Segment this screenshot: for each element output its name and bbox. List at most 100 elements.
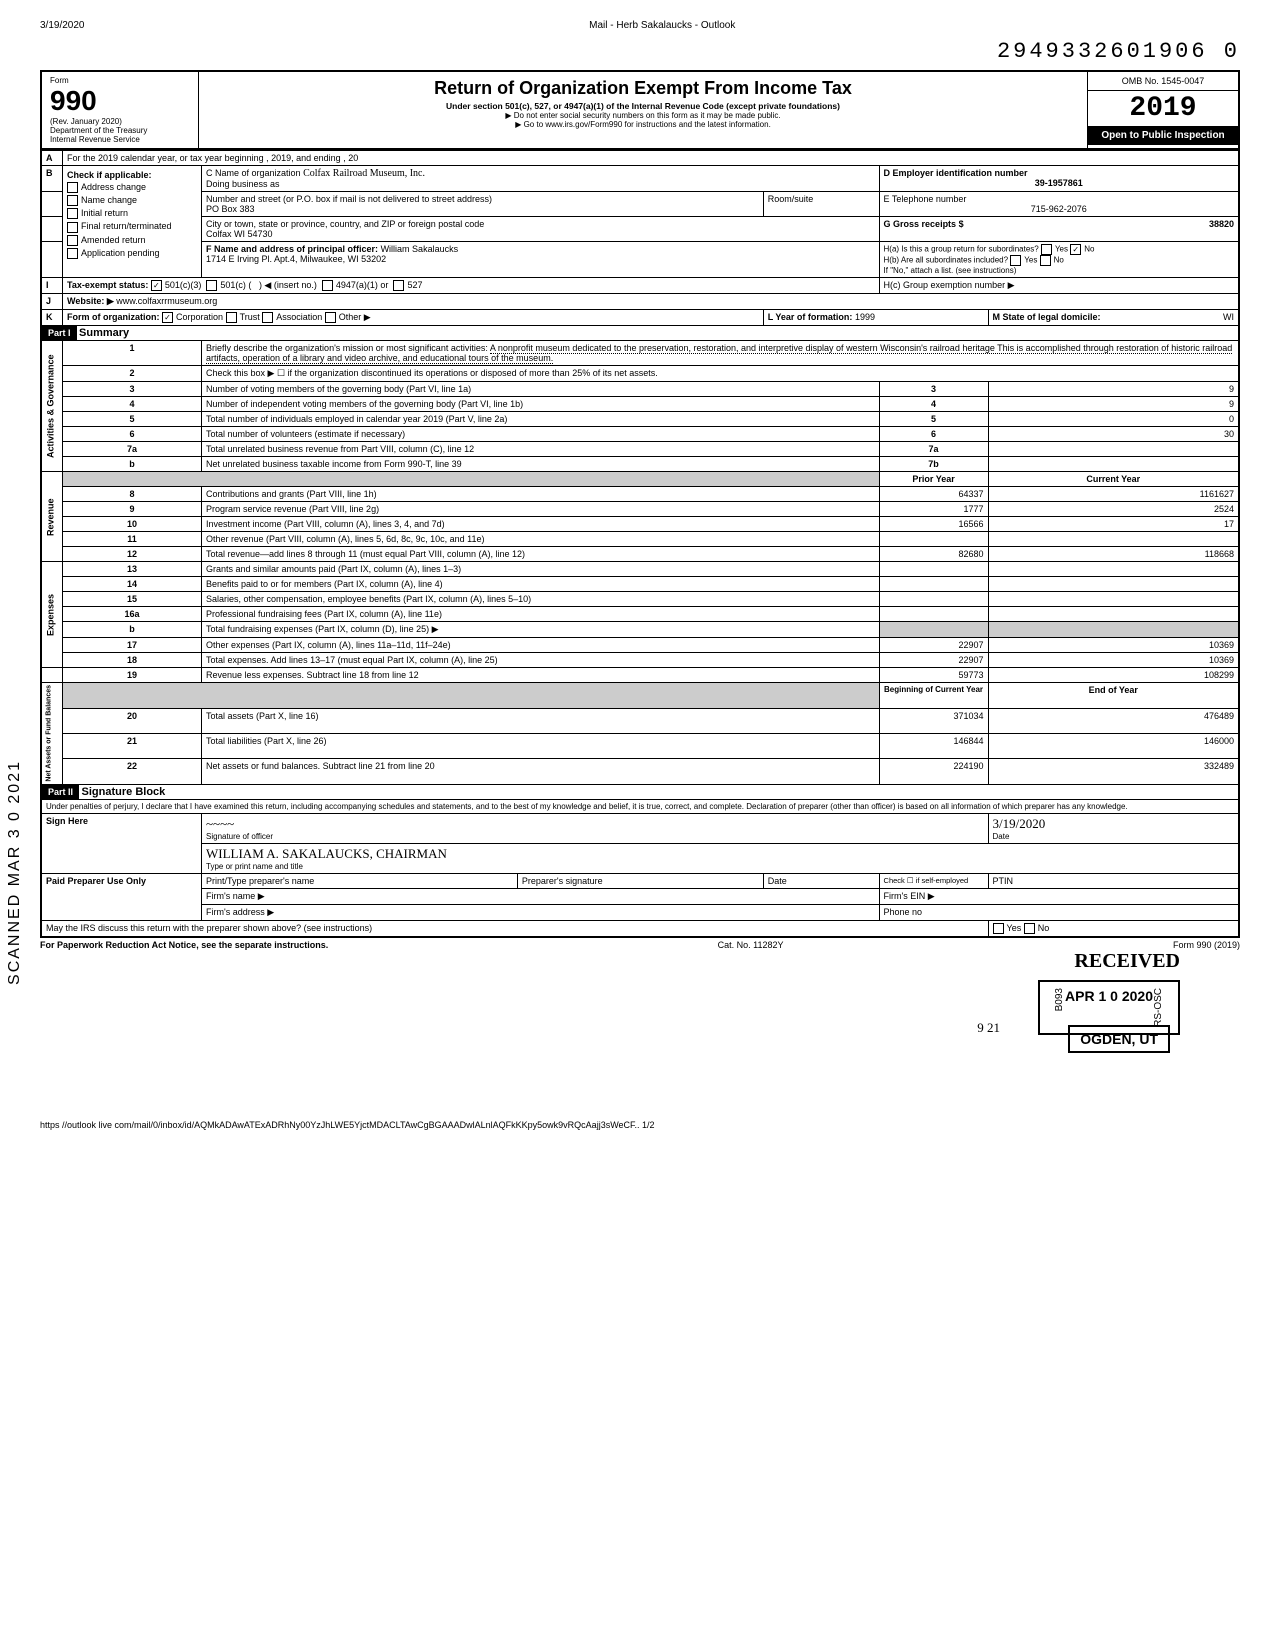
ha-yes-cb[interactable] <box>1041 244 1052 255</box>
cb-amended[interactable]: Amended return <box>67 235 197 246</box>
g-label: G Gross receipts $ <box>884 219 964 229</box>
exp-17-label: Other expenses (Part IX, column (A), lin… <box>202 638 880 653</box>
state-domicile: WI <box>1223 312 1234 322</box>
gross-receipts: 38820 <box>1209 219 1234 229</box>
received-stamp: RECEIVED <box>1074 950 1180 973</box>
received-date: APR 1 0 2020 <box>1065 988 1153 1004</box>
form-revision: (Rev. January 2020) <box>50 117 190 126</box>
exp-19-label: Revenue less expenses. Subtract line 18 … <box>202 668 880 683</box>
gov-5-label: Total number of individuals employed in … <box>202 412 880 427</box>
cb-assoc[interactable] <box>262 312 273 323</box>
scanned-stamp: SCANNED MAR 3 0 2021 <box>6 760 24 985</box>
cb-app-pending[interactable]: Application pending <box>67 248 197 259</box>
gov-4-val: 9 <box>988 397 1239 412</box>
cb-trust[interactable] <box>226 312 237 323</box>
part2-tag: Part II <box>42 785 79 799</box>
mission-label: Briefly describe the organization's miss… <box>206 343 488 353</box>
d-label: D Employer identification number <box>884 168 1028 178</box>
form-header: Form 990 (Rev. January 2020) Department … <box>40 70 1240 150</box>
rev-10-label: Investment income (Part VIII, column (A)… <box>202 517 880 532</box>
line2-text: Check this box ▶ ☐ if the organization d… <box>202 366 1240 382</box>
gov-7a-label: Total unrelated business revenue from Pa… <box>202 442 880 457</box>
firm-ein-label: Firm's EIN ▶ <box>879 888 1239 904</box>
preparer-sig-label: Preparer's signature <box>517 873 763 888</box>
exp-16a-label: Professional fundraising fees (Part IX, … <box>202 607 880 622</box>
cb-address-change[interactable]: Address change <box>67 182 197 193</box>
phone-value: 715-962-2076 <box>884 204 1234 214</box>
rsosc-stamp: RS-OSC <box>1153 988 1164 1027</box>
room-label: Room/suite <box>763 192 879 217</box>
sig-label: Signature of officer <box>206 832 984 841</box>
open-inspection: Open to Public Inspection <box>1088 126 1238 145</box>
exp-17-cur: 10369 <box>988 638 1239 653</box>
current-year-hdr: Current Year <box>988 472 1239 487</box>
gov-4-label: Number of independent voting members of … <box>202 397 880 412</box>
sign-here-label: Sign Here <box>41 813 202 873</box>
form-number: 990 <box>50 85 190 117</box>
gov-3-label: Number of voting members of the governin… <box>202 382 880 397</box>
rev-8-cur: 1161627 <box>988 487 1239 502</box>
cb-name-change[interactable]: Name change <box>67 195 197 206</box>
exp-17-prior: 22907 <box>879 638 988 653</box>
firm-name-label: Firm's name ▶ <box>202 888 880 904</box>
officer-name: William Sakalaucks <box>381 244 459 254</box>
hb-note: If "No," attach a list. (see instruction… <box>884 266 1017 275</box>
rev-9-label: Program service revenue (Part VIII, line… <box>202 502 880 517</box>
org-name: Colfax Railroad Museum, Inc. <box>303 168 425 179</box>
rev-10-cur: 17 <box>988 517 1239 532</box>
side-expenses: Expenses <box>41 562 63 668</box>
self-employed-label: Check ☐ if self-employed <box>879 873 988 888</box>
city-value: Colfax WI 54730 <box>206 229 273 239</box>
rev-11-cur <box>988 532 1239 547</box>
firm-phone-label: Phone no <box>879 904 1239 920</box>
cb-final-return[interactable]: Final return/terminated <box>67 221 197 232</box>
side-revenue: Revenue <box>41 472 63 562</box>
discuss-no-cb[interactable] <box>1024 923 1035 934</box>
cat-no: Cat. No. 11282Y <box>718 940 784 950</box>
gov-7b-val <box>988 457 1239 472</box>
gov-5-val: 0 <box>988 412 1239 427</box>
dba-label: Doing business as <box>206 179 280 189</box>
ogden-stamp: OGDEN, UT <box>1068 1025 1170 1053</box>
exp-15-label: Salaries, other compensation, employee b… <box>202 592 880 607</box>
cb-other[interactable] <box>325 312 336 323</box>
net-21-label: Total liabilities (Part X, line 26) <box>202 734 880 759</box>
cb-4947[interactable] <box>322 280 333 291</box>
irs-label: Internal Revenue Service <box>50 135 190 144</box>
net-22-prior: 224190 <box>879 759 988 784</box>
ha-label: H(a) Is this a group return for subordin… <box>884 245 1039 254</box>
city-label: City or town, state or province, country… <box>206 219 484 229</box>
k-label: Form of organization: <box>67 312 160 322</box>
l-label: L Year of formation: <box>768 312 853 322</box>
paid-preparer-label: Paid Preparer Use Only <box>41 873 202 920</box>
hb-no-cb[interactable] <box>1040 255 1051 266</box>
preparer-date-label: Date <box>763 873 879 888</box>
discuss-label: May the IRS discuss this return with the… <box>41 920 988 937</box>
officer-addr: 1714 E Irving Pl. Apt.4, Milwaukee, WI 5… <box>206 254 386 264</box>
discuss-yes-cb[interactable] <box>993 923 1004 934</box>
perjury-text: Under penalties of perjury, I declare th… <box>41 799 1239 813</box>
hb-yes-cb[interactable] <box>1010 255 1021 266</box>
side-governance: Activities & Governance <box>41 341 63 472</box>
signature: ~~~~ <box>206 816 984 832</box>
exp-13-label: Grants and similar amounts paid (Part IX… <box>202 562 880 577</box>
gov-6-label: Total number of volunteers (estimate if … <box>202 427 880 442</box>
rev-9-cur: 2524 <box>988 502 1239 517</box>
form-subtitle: Under section 501(c), 527, or 4947(a)(1)… <box>203 101 1083 111</box>
print-date: 3/19/2020 <box>40 20 85 31</box>
net-20-label: Total assets (Part X, line 16) <box>202 708 880 733</box>
ein-value: 39-1957861 <box>884 178 1234 188</box>
rev-12-label: Total revenue—add lines 8 through 11 (mu… <box>202 547 880 562</box>
net-20-cur: 476489 <box>988 708 1239 733</box>
ha-no-cb[interactable]: ✓ <box>1070 244 1081 255</box>
check-applicable-label: Check if applicable: <box>67 170 197 180</box>
part2-title: Signature Block <box>82 786 166 798</box>
street-value: PO Box 383 <box>206 204 255 214</box>
cb-corp[interactable]: ✓ <box>162 312 173 323</box>
cb-initial-return[interactable]: Initial return <box>67 208 197 219</box>
cb-501c[interactable] <box>206 280 217 291</box>
rev-12-prior: 82680 <box>879 547 988 562</box>
cb-527[interactable] <box>393 280 404 291</box>
street-label: Number and street (or P.O. box if mail i… <box>206 194 492 204</box>
cb-501c3[interactable]: ✓ <box>151 280 162 291</box>
